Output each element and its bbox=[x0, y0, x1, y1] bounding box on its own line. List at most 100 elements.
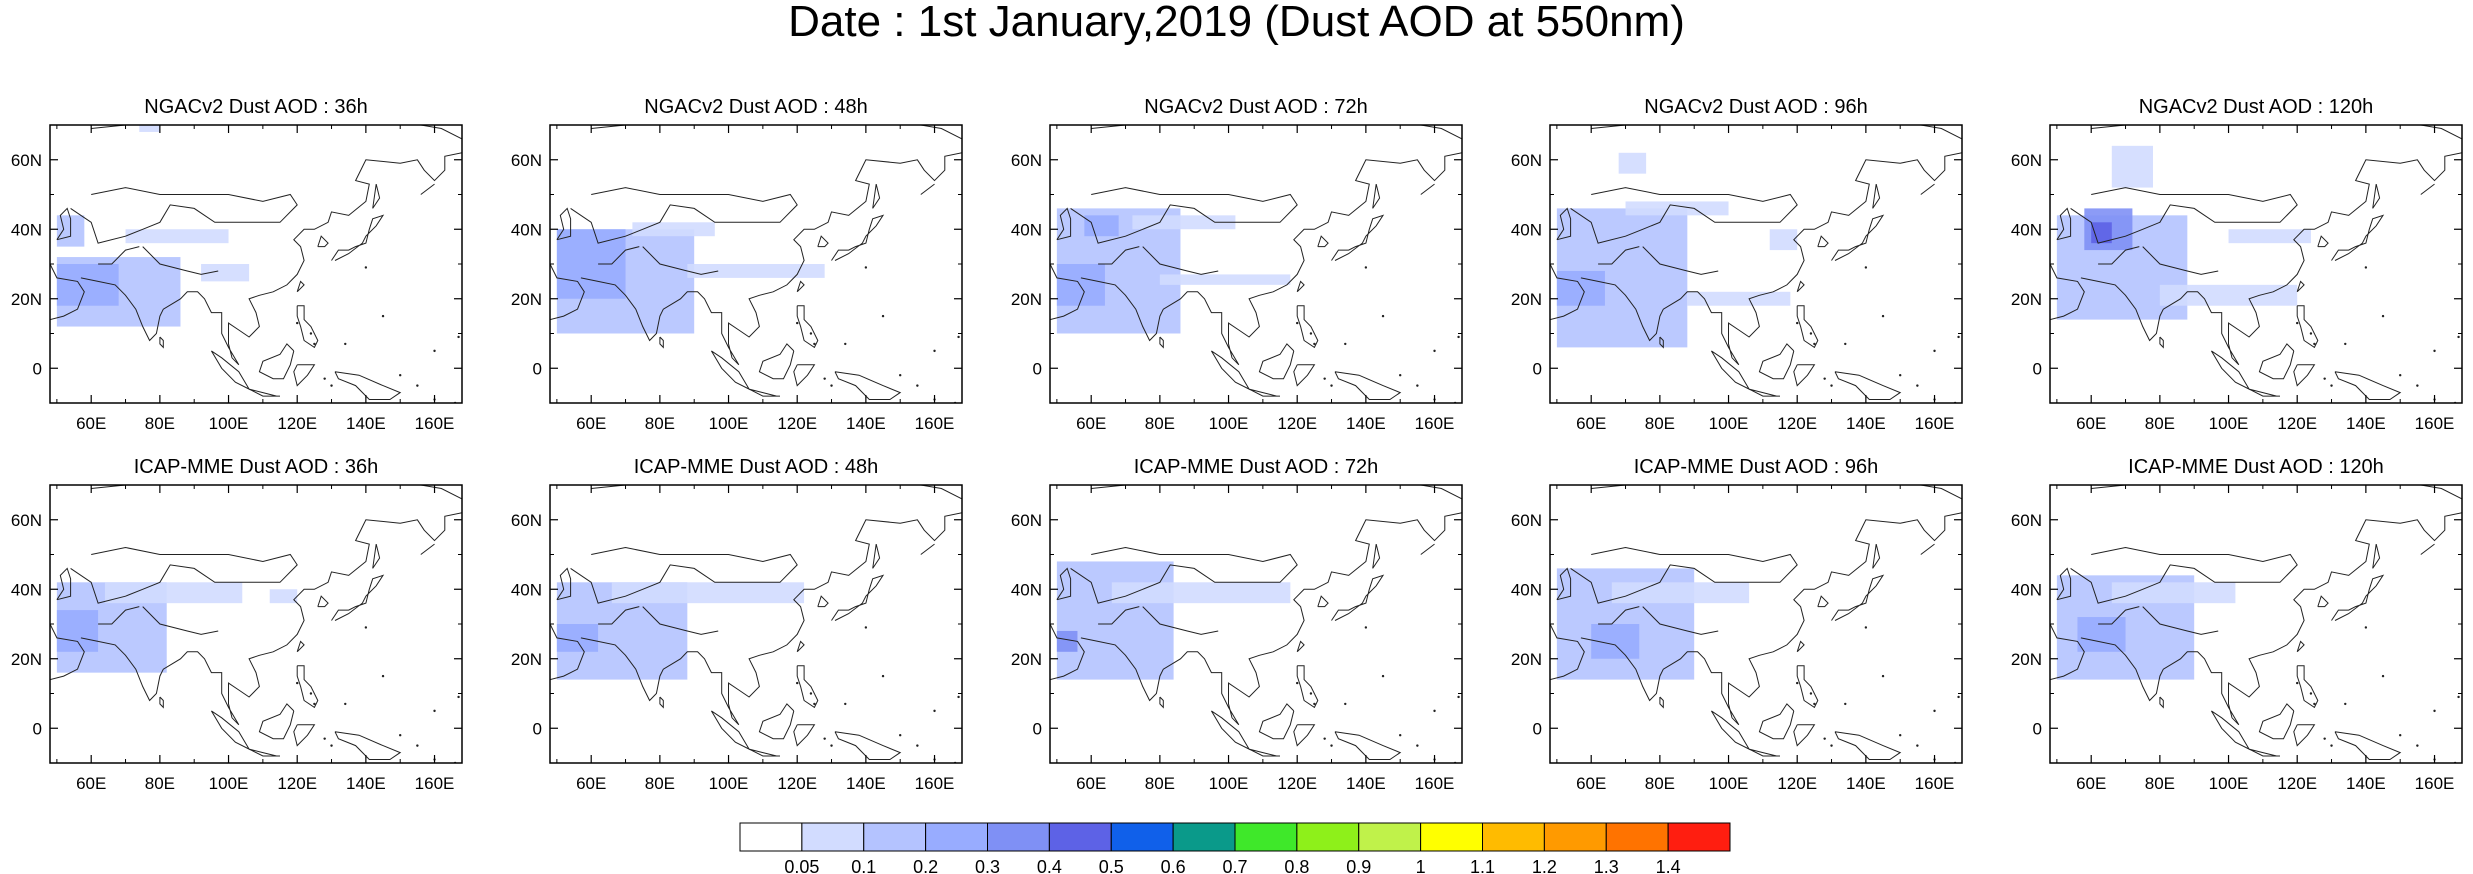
map-panel: 60E 80E 100E 120E 140E 160E 60N 40N 20N 0 NGACv2 D… bbox=[511, 96, 963, 433]
coastline bbox=[1598, 246, 1640, 265]
island bbox=[899, 734, 902, 737]
island bbox=[881, 314, 885, 318]
coastline bbox=[2296, 665, 2319, 709]
coastline bbox=[372, 543, 381, 569]
x-tick-label: 80E bbox=[1645, 414, 1675, 433]
x-tick-label: 160E bbox=[1415, 774, 1455, 793]
colorbar-label: 0.5 bbox=[1099, 857, 1124, 874]
coastline bbox=[80, 125, 462, 366]
x-tick-label: 140E bbox=[1346, 414, 1386, 433]
coastline bbox=[296, 280, 305, 293]
island bbox=[933, 709, 936, 713]
y-tick-label: 0 bbox=[33, 719, 42, 738]
island bbox=[1309, 692, 1313, 695]
coastline bbox=[1796, 665, 1819, 709]
coastline bbox=[556, 567, 572, 601]
island bbox=[813, 702, 816, 706]
x-tick-label: 140E bbox=[846, 774, 886, 793]
coastline bbox=[331, 574, 385, 621]
dust-aod-region bbox=[2111, 145, 2153, 188]
island bbox=[1399, 374, 1402, 377]
island bbox=[2309, 692, 2313, 695]
coastline bbox=[142, 606, 219, 635]
dust-aod-region bbox=[269, 589, 298, 604]
coastline bbox=[2331, 574, 2385, 621]
coastline bbox=[2248, 388, 2280, 397]
island bbox=[2433, 709, 2436, 713]
coastline bbox=[70, 546, 298, 604]
island bbox=[309, 332, 313, 335]
y-tick-label: 20N bbox=[2011, 290, 2042, 309]
island bbox=[830, 744, 833, 747]
y-tick-label: 40N bbox=[1011, 220, 1042, 239]
dust-aod-region bbox=[104, 582, 243, 604]
colorbar-label: 0.4 bbox=[1037, 857, 1062, 874]
colorbar-label: 1.4 bbox=[1656, 857, 1681, 874]
island bbox=[1416, 744, 1419, 747]
coastline bbox=[1710, 710, 1751, 751]
x-tick-label: 160E bbox=[915, 414, 955, 433]
x-tick-label: 60E bbox=[1576, 774, 1606, 793]
x-tick-label: 100E bbox=[209, 414, 249, 433]
coastline bbox=[1793, 364, 1816, 387]
island bbox=[830, 384, 833, 387]
coastline bbox=[796, 665, 819, 709]
y-tick-label: 40N bbox=[11, 220, 42, 239]
x-tick-label: 100E bbox=[1709, 774, 1749, 793]
island bbox=[2399, 374, 2402, 377]
map-layer bbox=[2050, 125, 2462, 403]
island bbox=[323, 737, 326, 740]
coastline bbox=[1796, 640, 1805, 653]
dust-aod-region bbox=[56, 264, 119, 306]
x-tick-label: 160E bbox=[2415, 774, 2455, 793]
island bbox=[296, 321, 299, 325]
coastline bbox=[2080, 125, 2462, 366]
coastline bbox=[1258, 703, 1295, 740]
coastline bbox=[50, 263, 85, 321]
island bbox=[2330, 384, 2333, 387]
coastline bbox=[1296, 665, 1319, 709]
island bbox=[399, 734, 402, 737]
coastline bbox=[598, 606, 640, 625]
coastline bbox=[2334, 731, 2402, 760]
x-tick-label: 60E bbox=[1076, 414, 1106, 433]
coastline bbox=[556, 207, 572, 241]
island bbox=[313, 342, 316, 346]
island bbox=[2313, 342, 2316, 346]
y-tick-label: 20N bbox=[1011, 290, 1042, 309]
panel-title: NGACv2 Dust AOD : 36h bbox=[144, 96, 367, 118]
island bbox=[844, 702, 847, 706]
coastline bbox=[1098, 606, 1140, 625]
coastline bbox=[1556, 567, 1572, 601]
panel-title: ICAP-MME Dust AOD : 96h bbox=[1634, 456, 1879, 478]
y-tick-label: 40N bbox=[1011, 580, 1042, 599]
coastline bbox=[1334, 731, 1402, 760]
coastline bbox=[710, 710, 751, 751]
coastline bbox=[2293, 724, 2316, 747]
dust-aod-region bbox=[1159, 274, 1291, 285]
coastline bbox=[317, 235, 329, 248]
island bbox=[916, 744, 919, 747]
coastline bbox=[817, 595, 829, 608]
coastline bbox=[550, 623, 585, 681]
coastline bbox=[1331, 214, 1385, 261]
island bbox=[1916, 384, 1919, 387]
island bbox=[1344, 702, 1347, 706]
island bbox=[864, 626, 868, 629]
coastline bbox=[2070, 187, 2298, 244]
dust-aod-region bbox=[1687, 291, 1791, 306]
coastline bbox=[796, 305, 819, 349]
coastline bbox=[56, 207, 72, 241]
island bbox=[457, 335, 460, 339]
y-tick-label: 40N bbox=[511, 580, 542, 599]
island bbox=[1813, 702, 1816, 706]
x-tick-label: 80E bbox=[145, 414, 175, 433]
island bbox=[323, 377, 326, 380]
island bbox=[1364, 626, 1368, 629]
coastline bbox=[659, 696, 664, 709]
coastline bbox=[2296, 640, 2305, 653]
coastline bbox=[1710, 350, 1751, 391]
coastline bbox=[258, 703, 295, 740]
coastline bbox=[2159, 336, 2164, 349]
